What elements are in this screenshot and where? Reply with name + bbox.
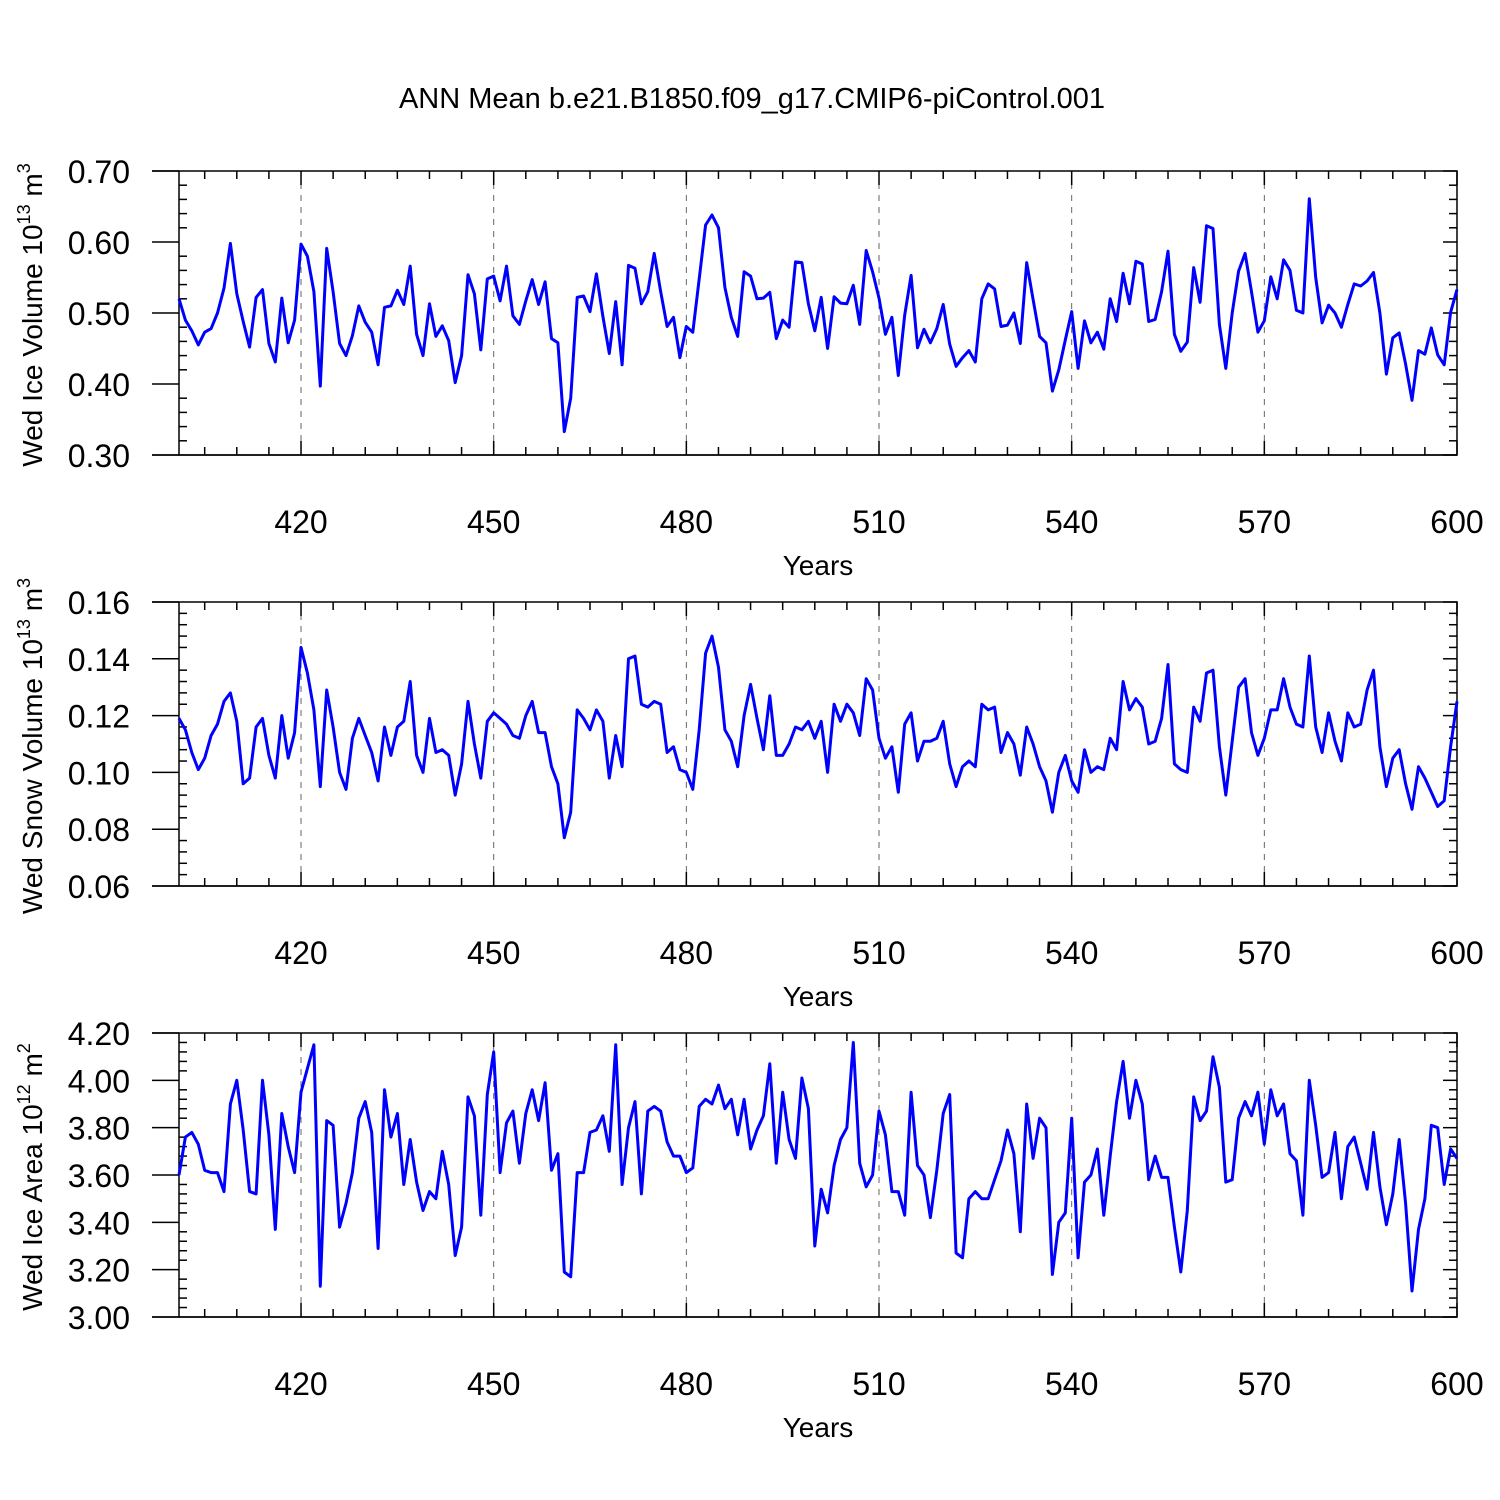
y-tick-label: 0.30 [68, 438, 130, 474]
x-tick-label: 510 [852, 1366, 905, 1402]
x-tick-label: 480 [660, 504, 713, 540]
chart-panel-2: 0.06 0.08 0.10 0.12 0.14 0.16 420 450 480 510 540 5… [14, 578, 1484, 1012]
x-tick-label: 570 [1238, 1366, 1291, 1402]
x-tick-label: 450 [467, 935, 520, 971]
chart-panel-3: 3.00 3.20 3.40 3.60 3.80 4.00 4.20 420 450 480 510… [14, 1016, 1484, 1443]
y-tick-label: 4.20 [68, 1016, 130, 1052]
y-tick-label: 0.70 [68, 154, 130, 190]
x-tick-label: 600 [1430, 935, 1483, 971]
x-tick-label: 540 [1045, 1366, 1098, 1402]
figure-title: ANN Mean b.e21.B1850.f09_g17.CMIP6-piCon… [399, 83, 1105, 115]
x-tick-label: 570 [1238, 504, 1291, 540]
y-tick-label: 0.50 [68, 296, 130, 332]
plot-frame [178, 1032, 1458, 1318]
series-line-2 [177, 634, 1459, 840]
y-tick-label: 0.08 [68, 812, 130, 848]
y-tick-label: 0.14 [68, 642, 130, 678]
x-tick-label: 540 [1045, 935, 1098, 971]
x-axis-title: Years [783, 981, 854, 1012]
y-axis-title: Wed Ice Area 1012 m2 [14, 1043, 48, 1311]
x-tick-label: 450 [467, 1366, 520, 1402]
x-tick-label: 450 [467, 504, 520, 540]
x-tick-label: 600 [1430, 1366, 1483, 1402]
x-tick-label: 480 [660, 935, 713, 971]
x-tick-label: 510 [852, 504, 905, 540]
y-axis-title: Wed Ice Volume 1013 m3 [14, 163, 48, 466]
x-tick-label: 420 [274, 1366, 327, 1402]
y-tick-label: 3.40 [68, 1205, 130, 1241]
y-axis-title: Wed Snow Volume 1013 m3 [14, 578, 48, 914]
series-line-1 [177, 197, 1459, 434]
x-tick-label: 540 [1045, 504, 1098, 540]
x-tick-label: 510 [852, 935, 905, 971]
y-tick-label: 0.06 [68, 869, 130, 905]
y-tick-label: 0.12 [68, 699, 130, 735]
y-tick-label: 0.16 [68, 585, 130, 621]
y-tick-label: 3.60 [68, 1158, 130, 1194]
x-axis-title: Years [783, 1412, 854, 1443]
y-tick-label: 3.00 [68, 1300, 130, 1336]
x-tick-label: 480 [660, 1366, 713, 1402]
panels-container: 0.30 0.40 0.50 0.60 0.70 420 450 480 510 540 570 60… [14, 154, 1484, 1443]
y-tick-label: 3.20 [68, 1253, 130, 1289]
x-tick-label: 570 [1238, 935, 1291, 971]
y-tick-label: 0.40 [68, 367, 130, 403]
series-line-3 [177, 1041, 1459, 1293]
x-tick-label: 600 [1430, 504, 1483, 540]
chart-panel-1: 0.30 0.40 0.50 0.60 0.70 420 450 480 510 540 570 60… [14, 154, 1484, 581]
y-tick-label: 0.60 [68, 225, 130, 261]
y-tick-label: 0.10 [68, 755, 130, 791]
x-tick-label: 420 [274, 504, 327, 540]
x-tick-label: 420 [274, 935, 327, 971]
y-tick-label: 3.80 [68, 1111, 130, 1147]
x-axis-title: Years [783, 550, 854, 581]
plot-frame [178, 601, 1458, 887]
y-tick-label: 4.00 [68, 1063, 130, 1099]
